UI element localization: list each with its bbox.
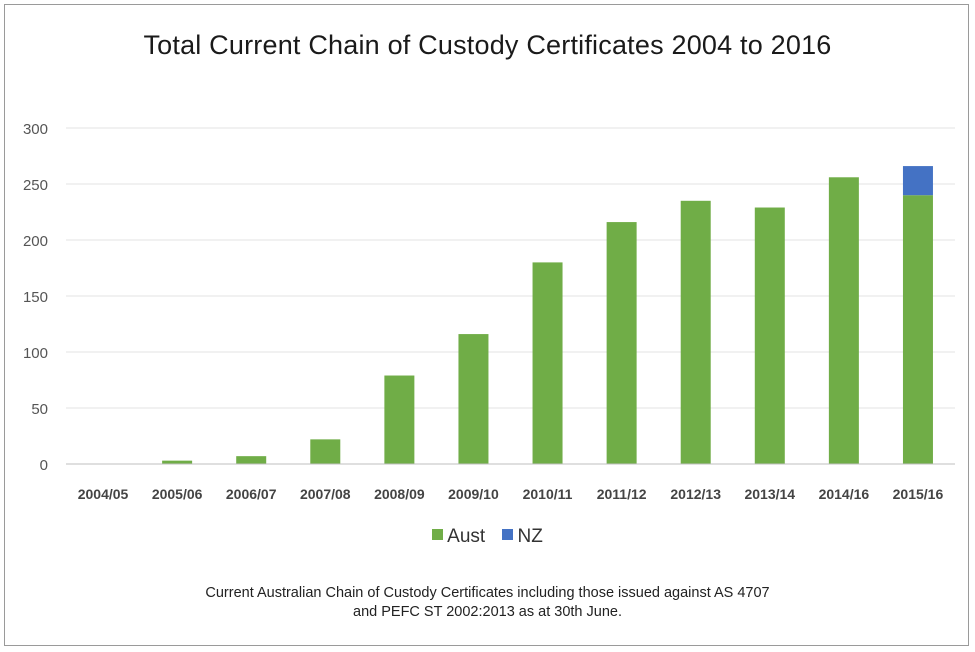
bar-aust (236, 456, 267, 464)
x-tick-label: 2004/05 (78, 486, 129, 502)
x-tick-label: 2013/14 (744, 486, 795, 502)
x-tick-label: 2011/12 (597, 486, 647, 502)
y-tick-label: 0 (40, 457, 48, 474)
chart-caption: Current Australian Chain of Custody Cert… (0, 584, 975, 622)
bar-aust (458, 334, 489, 464)
x-tick-label: 2014/16 (819, 486, 870, 502)
chart-frame (4, 4, 969, 646)
x-tick-label: 2007/08 (300, 486, 351, 502)
bar-aust (384, 375, 415, 464)
x-tick-label: 2006/07 (226, 486, 277, 502)
y-tick-label: 50 (31, 401, 48, 418)
x-tick-label: 2005/06 (152, 486, 203, 502)
y-tick-label: 200 (23, 233, 48, 250)
x-tick-label: 2015/16 (893, 486, 944, 502)
legend-label-nz: NZ (517, 526, 543, 547)
bar-aust (310, 439, 341, 464)
bar-aust (162, 460, 193, 464)
x-tick-label: 2009/10 (448, 486, 499, 502)
x-tick-label: 2012/13 (670, 486, 721, 502)
x-tick-label: 2008/09 (374, 486, 425, 502)
bar-aust (680, 200, 711, 465)
bar-aust (606, 222, 637, 464)
bar-nz (902, 166, 933, 196)
x-tick-label: 2010/11 (523, 486, 573, 502)
chart-legend: Aust NZ (0, 526, 975, 548)
y-tick-label: 150 (23, 289, 48, 306)
y-tick-label: 250 (23, 177, 48, 194)
bar-aust (828, 177, 859, 464)
legend-swatch-nz (502, 529, 514, 541)
bar-aust (902, 195, 933, 464)
legend-item-nz: NZ (502, 526, 543, 548)
legend-swatch-aust (432, 529, 444, 541)
y-tick-label: 300 (23, 121, 48, 138)
legend-label-aust: Aust (447, 526, 486, 547)
caption-line-2: and PEFC ST 2002:2013 as at 30th June. (353, 604, 622, 620)
bar-aust (532, 262, 563, 464)
bar-aust (754, 207, 785, 464)
caption-line-1: Current Australian Chain of Custody Cert… (205, 585, 770, 601)
chart-title: Total Current Chain of Custody Certifica… (143, 30, 832, 60)
y-tick-label: 100 (23, 345, 48, 362)
legend-item-aust: Aust (432, 526, 485, 548)
